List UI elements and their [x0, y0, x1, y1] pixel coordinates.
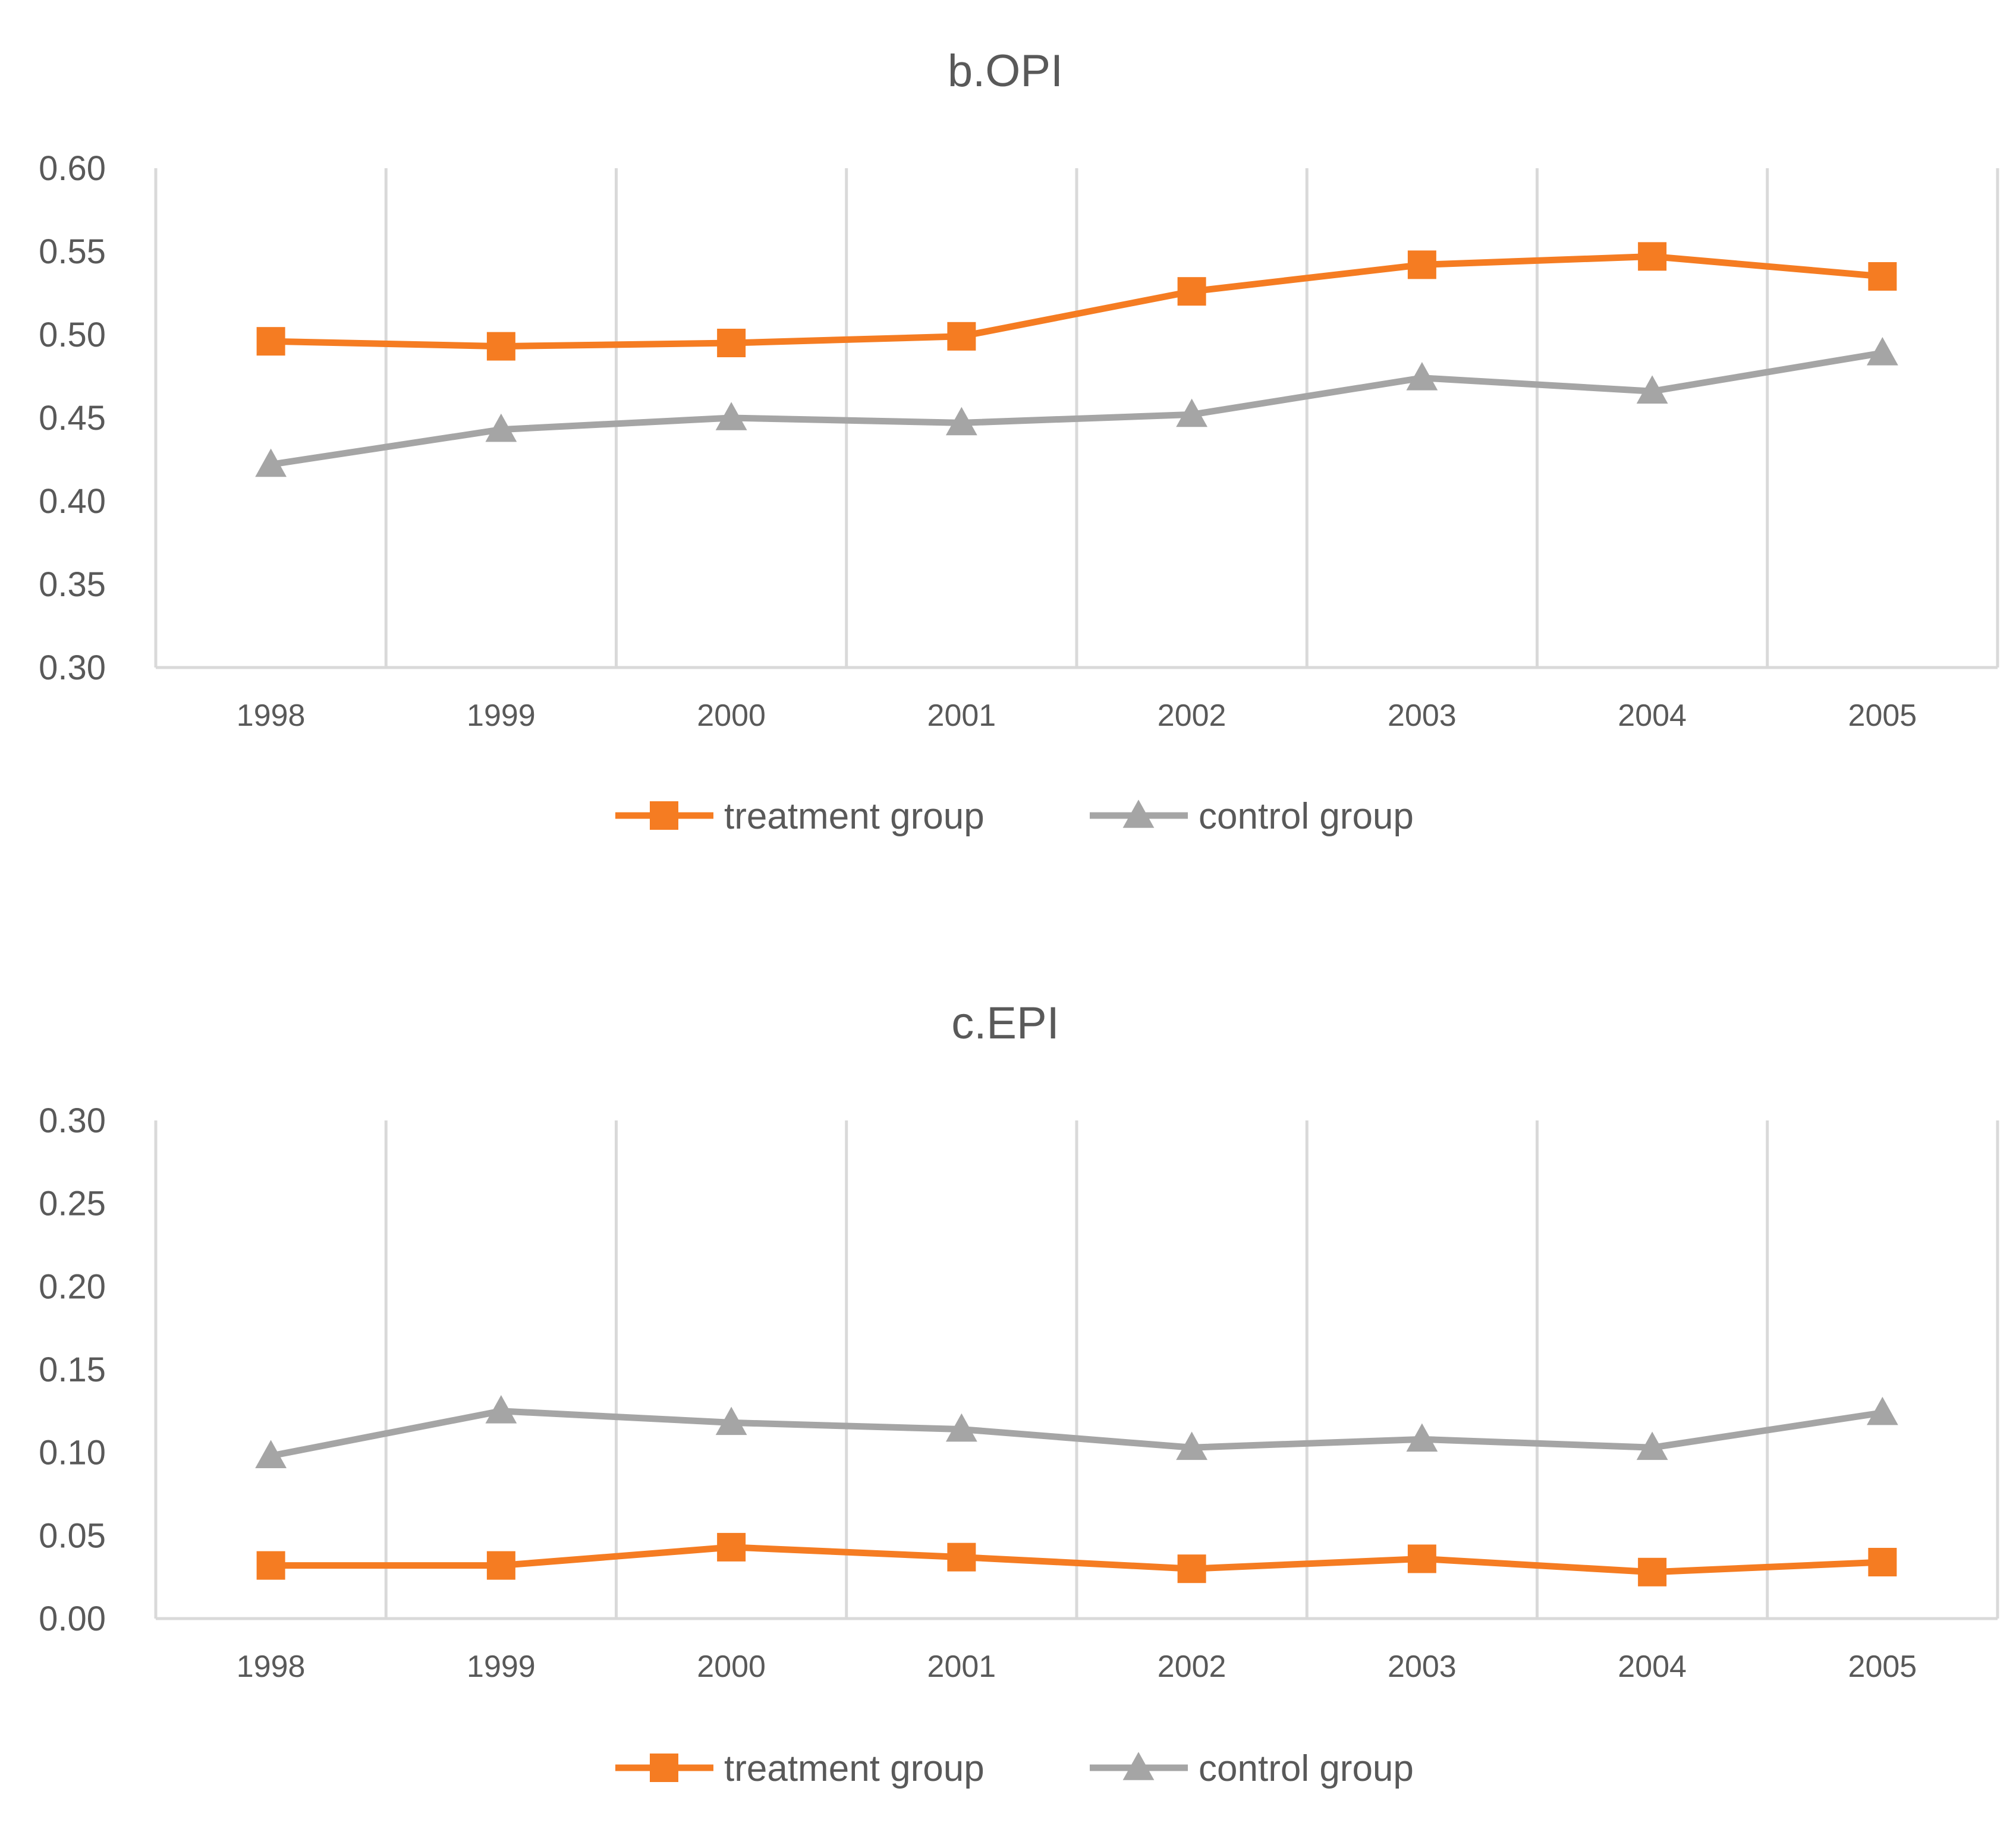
legend-label: treatment group — [724, 796, 985, 837]
data-point-square — [1177, 277, 1206, 306]
data-point-square — [947, 1542, 976, 1572]
legend-marker-triangle — [1122, 1752, 1155, 1780]
x-tick-label: 2002 — [1158, 698, 1226, 733]
data-point-square — [717, 1532, 746, 1562]
data-point-triangle — [715, 402, 747, 430]
legend-marker-square — [650, 1754, 678, 1782]
series-line — [268, 1544, 1886, 1576]
data-point-square — [1868, 262, 1897, 291]
legend-label: treatment group — [724, 1748, 985, 1789]
x-tick-label: 2005 — [1848, 1649, 1917, 1684]
data-point-triangle — [1636, 1431, 1668, 1460]
data-point-square — [1407, 1544, 1436, 1573]
data-point-square — [1868, 1548, 1897, 1577]
data-point-triangle — [715, 1406, 747, 1436]
y-tick-label: 0.60 — [39, 149, 106, 188]
x-tick-label: 2000 — [697, 1649, 766, 1684]
legend: treatment group control group — [615, 1748, 1414, 1789]
data-point-triangle — [1176, 398, 1208, 427]
legend-item: control group — [1090, 1748, 1414, 1789]
legend-marker-triangle — [1122, 799, 1155, 828]
y-tick-label: 0.25 — [39, 1185, 106, 1223]
data-point-square — [256, 1551, 285, 1580]
y-tick-label: 0.40 — [39, 482, 106, 521]
data-point-triangle — [1176, 1431, 1208, 1460]
data-point-triangle — [945, 407, 977, 436]
y-tick-label: 0.30 — [39, 1101, 106, 1140]
x-tick-label: 2004 — [1618, 698, 1687, 733]
data-point-square — [1177, 1554, 1206, 1584]
y-tick-label: 0.00 — [39, 1600, 106, 1638]
y-tick-label: 0.50 — [39, 316, 106, 354]
legend-label: control group — [1199, 1748, 1414, 1789]
x-tick-label: 1998 — [237, 698, 306, 733]
data-point-triangle — [1866, 1396, 1898, 1425]
x-tick-label: 2001 — [927, 1649, 996, 1684]
x-tick-label: 2003 — [1388, 1649, 1457, 1684]
x-tick-label: 2001 — [927, 698, 996, 733]
y-tick-label: 0.30 — [39, 649, 106, 687]
x-tick-label: 2003 — [1388, 698, 1457, 733]
y-tick-label: 0.20 — [39, 1267, 106, 1306]
data-point-triangle — [1636, 375, 1668, 404]
data-point-square — [256, 327, 285, 356]
x-tick-label: 2005 — [1848, 698, 1917, 733]
chart-title: c.EPI — [951, 998, 1059, 1049]
series-treatment-group — [256, 1532, 1897, 1586]
data-point-triangle — [1406, 362, 1438, 391]
legend: treatment group control group — [615, 796, 1414, 837]
series-line — [268, 350, 1886, 468]
x-tick-label: 2004 — [1618, 1649, 1687, 1684]
legend-label: control group — [1199, 796, 1414, 837]
y-tick-label: 0.10 — [39, 1434, 106, 1472]
data-point-square — [486, 1551, 515, 1580]
series-line — [268, 253, 1886, 350]
data-point-triangle — [1406, 1423, 1438, 1452]
data-point-triangle — [1866, 337, 1898, 366]
chart-panel-2: c.EPI 0.00 0.05 0.10 0.15 0.20 0.25 0.30 1998 199… — [39, 998, 1999, 1789]
x-tick-label: 1999 — [467, 1649, 536, 1684]
data-point-triangle — [255, 448, 287, 477]
chart-panel-1: b.OPI 0.30 0.35 0.40 0.45 0.50 0.55 0.60 1998 199… — [39, 46, 1999, 837]
y-tick-label: 0.45 — [39, 399, 106, 437]
data-point-square — [1638, 1557, 1667, 1586]
legend-marker-square — [650, 801, 678, 830]
data-point-square — [486, 332, 515, 361]
y-tick-label: 0.15 — [39, 1350, 106, 1389]
x-tick-label: 1999 — [467, 698, 536, 733]
legend-item: treatment group — [615, 796, 985, 837]
y-tick-label: 0.05 — [39, 1516, 106, 1555]
data-point-square — [717, 329, 746, 357]
series-line — [268, 1408, 1886, 1459]
x-tick-label: 2000 — [697, 698, 766, 733]
x-tick-label: 2002 — [1158, 1649, 1226, 1684]
data-point-square — [947, 322, 976, 351]
series-control-group — [255, 1395, 1898, 1469]
data-point-triangle — [255, 1440, 287, 1469]
data-point-square — [1407, 250, 1436, 279]
data-point-square — [1638, 242, 1667, 271]
y-tick-label: 0.35 — [39, 565, 106, 604]
series-control-group — [255, 337, 1898, 477]
x-tick-label: 1998 — [237, 1649, 306, 1684]
y-tick-label: 0.55 — [39, 232, 106, 271]
data-point-triangle — [945, 1413, 977, 1442]
data-point-triangle — [485, 1395, 517, 1424]
legend-item: treatment group — [615, 1748, 985, 1789]
data-point-triangle — [485, 413, 517, 442]
chart-title: b.OPI — [948, 46, 1063, 96]
series-treatment-group — [256, 242, 1897, 361]
legend-item: control group — [1090, 796, 1414, 837]
